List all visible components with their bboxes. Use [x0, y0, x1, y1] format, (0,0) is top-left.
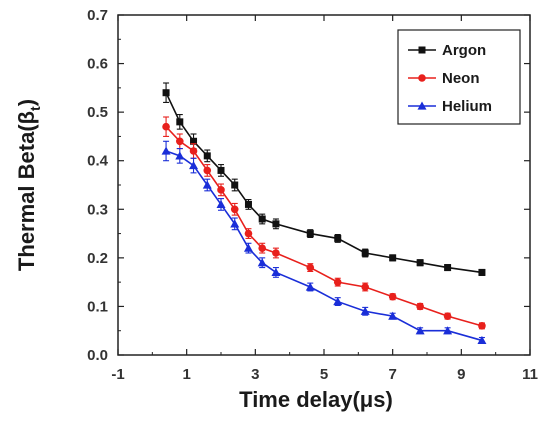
data-point-neon — [176, 137, 184, 146]
y-axis-title-close: ) — [14, 99, 39, 106]
data-point-helium — [305, 282, 315, 291]
data-point-helium — [230, 219, 240, 228]
legend-marker-neon — [418, 74, 426, 82]
y-tick-label: 0.2 — [87, 250, 108, 267]
data-point-neon — [478, 322, 486, 330]
legend-item-neon: Neon — [408, 70, 480, 87]
x-tick-label: 11 — [522, 366, 538, 383]
data-point-helium — [189, 161, 199, 170]
data-point-helium — [161, 146, 171, 155]
legend-label-helium: Helium — [442, 98, 492, 115]
data-point-helium — [243, 243, 253, 252]
data-point-neon — [217, 186, 225, 194]
data-point-argon — [244, 200, 252, 208]
data-point-argon — [389, 254, 397, 262]
legend: Argon Neon Helium — [397, 29, 521, 125]
legend-label-neon: Neon — [442, 70, 480, 87]
data-point-helium — [477, 335, 487, 345]
data-point-argon — [334, 234, 342, 242]
x-tick-label: 3 — [251, 366, 259, 383]
series-neon — [162, 116, 486, 330]
y-axis-title: Thermal Beta(βt) — [14, 99, 43, 271]
x-axis-title: Time delay(μs) — [239, 387, 393, 412]
data-point-helium — [216, 199, 226, 209]
data-point-neon — [244, 229, 253, 238]
data-point-argon — [231, 181, 239, 189]
y-axis-title-subscript: t — [27, 106, 43, 111]
data-point-argon — [203, 152, 211, 160]
data-point-helium — [388, 311, 398, 320]
y-tick-label: 0.3 — [87, 201, 108, 218]
legend-marker-argon — [418, 46, 426, 54]
y-tick-label: 0.0 — [87, 347, 108, 364]
axes: -1 1 3 5 7 9 11 0.0 0.1 0.2 0.3 0.4 0.5 0.6 0.7 — [87, 7, 538, 383]
data-point-neon — [203, 166, 212, 175]
legend-item-argon: Argon — [408, 42, 486, 59]
data-point-helium — [202, 180, 212, 189]
data-point-neon — [443, 312, 452, 320]
data-point-neon — [333, 278, 342, 286]
series-line-helium — [165, 150, 483, 342]
x-tick-label: -1 — [111, 366, 124, 383]
series-helium — [161, 140, 487, 345]
data-point-helium — [257, 258, 267, 267]
data-point-helium — [271, 267, 281, 277]
series-line-neon — [165, 126, 483, 327]
y-tick-label: 0.5 — [87, 104, 108, 121]
data-point-neon — [306, 263, 315, 272]
legend-marker-helium — [417, 101, 427, 110]
data-point-argon — [190, 137, 198, 145]
data-point-neon — [258, 244, 267, 252]
data-point-argon — [306, 230, 314, 238]
data-point-neon — [388, 292, 397, 301]
y-tick-label: 0.6 — [87, 56, 108, 73]
series-line-argon — [165, 92, 483, 274]
data-point-helium — [443, 326, 453, 335]
data-point-neon — [230, 205, 239, 214]
x-tick-label: 9 — [457, 366, 465, 383]
data-point-neon — [189, 147, 198, 155]
data-point-argon — [272, 220, 280, 228]
data-point-argon — [361, 249, 369, 257]
data-point-helium — [175, 151, 185, 160]
x-tick-label: 1 — [182, 366, 190, 383]
x-tick-label: 7 — [388, 366, 396, 383]
data-point-argon — [176, 118, 184, 126]
data-point-argon — [416, 259, 424, 267]
legend-item-helium: Helium — [408, 98, 492, 115]
data-point-argon — [444, 264, 452, 272]
data-point-helium — [415, 326, 425, 335]
data-point-argon — [217, 166, 225, 174]
y-tick-label: 0.7 — [87, 7, 108, 24]
legend-label-argon: Argon — [442, 42, 486, 59]
data-point-neon — [361, 283, 370, 291]
data-point-argon — [258, 215, 266, 223]
series-group — [161, 82, 487, 345]
data-point-argon — [162, 89, 170, 97]
data-point-helium — [360, 306, 370, 315]
data-point-helium — [333, 297, 343, 306]
y-tick-label: 0.1 — [87, 298, 108, 315]
y-axis-title-main: Thermal Beta(β — [14, 111, 39, 271]
legend-box — [397, 29, 521, 125]
y-tick-label: 0.4 — [87, 153, 109, 170]
data-point-argon — [478, 268, 486, 276]
data-point-neon — [416, 302, 424, 311]
data-point-neon — [272, 249, 280, 257]
x-tick-label: 5 — [320, 366, 328, 383]
data-point-neon — [162, 122, 170, 131]
